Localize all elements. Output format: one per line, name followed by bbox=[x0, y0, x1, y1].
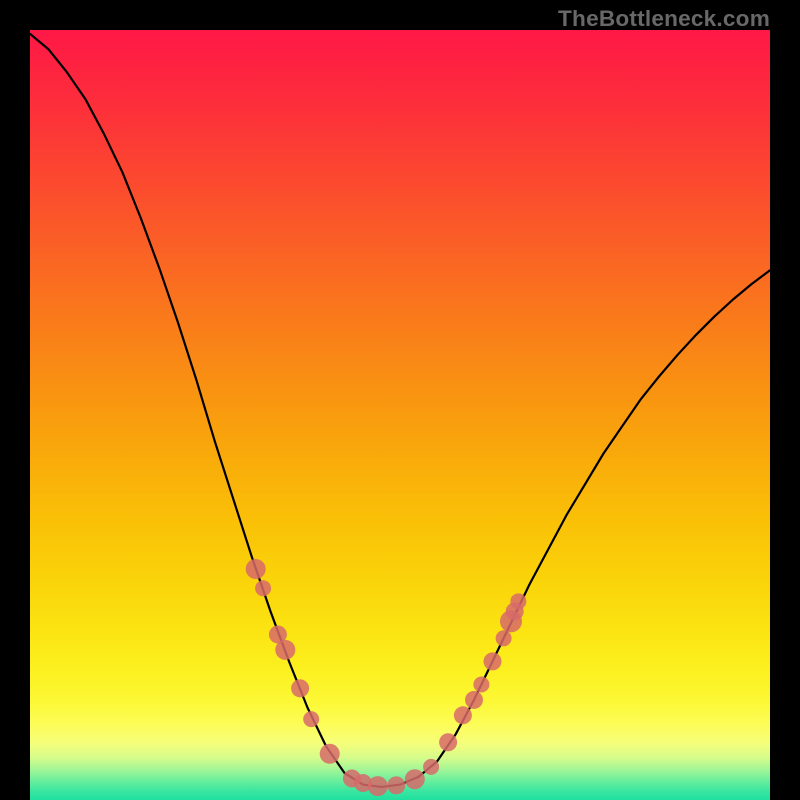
curve-marker-dot bbox=[291, 679, 309, 697]
curve-marker-dot bbox=[255, 580, 271, 596]
curve-marker-dot bbox=[454, 706, 472, 724]
curve-marker-dot bbox=[368, 776, 388, 796]
curve-marker-dot bbox=[405, 769, 425, 789]
curve-marker-dot bbox=[465, 691, 483, 709]
curve-marker-dot bbox=[473, 677, 489, 693]
curve-marker-dot bbox=[510, 593, 526, 609]
curve-marker-dot bbox=[387, 776, 405, 794]
curve-marker-dot bbox=[320, 744, 340, 764]
curve-marker-dot bbox=[423, 759, 439, 775]
curve-marker-dot bbox=[484, 652, 502, 670]
curve-markers bbox=[0, 0, 800, 800]
curve-marker-dot bbox=[303, 711, 319, 727]
watermark-text: TheBottleneck.com bbox=[558, 6, 770, 32]
chart-stage: TheBottleneck.com bbox=[0, 0, 800, 800]
curve-marker-dot bbox=[439, 733, 457, 751]
curve-marker-dot bbox=[275, 640, 295, 660]
curve-marker-dot bbox=[496, 630, 512, 646]
curve-marker-dot bbox=[246, 559, 266, 579]
